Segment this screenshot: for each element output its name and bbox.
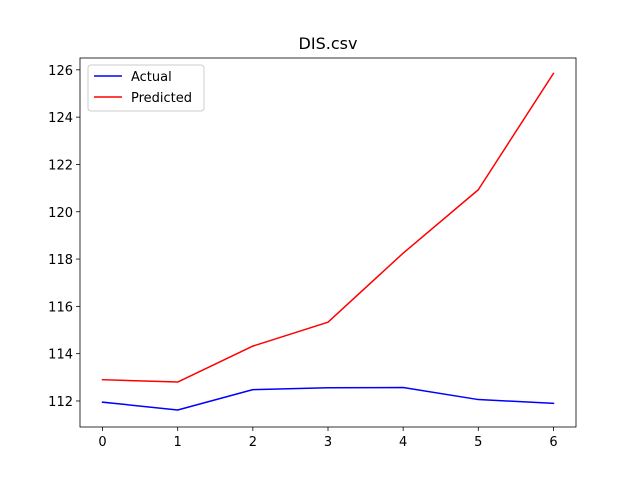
y-tick-label: 124	[48, 111, 73, 126]
legend-label-predicted: Predicted	[131, 91, 192, 106]
axes-frame	[79, 57, 577, 428]
series-line-predicted	[101, 72, 555, 383]
y-tick-label: 112	[48, 395, 73, 410]
x-tick-label: 2	[249, 435, 257, 450]
chart-title: DIS.csv	[299, 34, 358, 53]
x-tick-label: 5	[474, 435, 482, 450]
legend: Actual Predicted	[87, 64, 205, 112]
legend-label-actual: Actual	[131, 70, 172, 85]
x-tick-label: 0	[98, 435, 106, 450]
y-tick-label: 118	[48, 253, 73, 268]
series-line-actual	[101, 386, 555, 411]
y-tick-label: 120	[48, 206, 73, 221]
y-tick-label: 122	[48, 158, 73, 173]
x-tick-label: 6	[549, 435, 557, 450]
x-tick-label: 1	[174, 435, 182, 450]
plot-area: 0 1 2 3 4 5 6 112 114 116 118 120 122 124 126	[48, 57, 577, 450]
x-tick-label: 3	[324, 435, 332, 450]
y-tick-label: 126	[48, 64, 73, 79]
y-tick-label: 116	[48, 300, 73, 315]
x-tick-label: 4	[399, 435, 407, 450]
y-tick-label: 114	[48, 348, 73, 363]
